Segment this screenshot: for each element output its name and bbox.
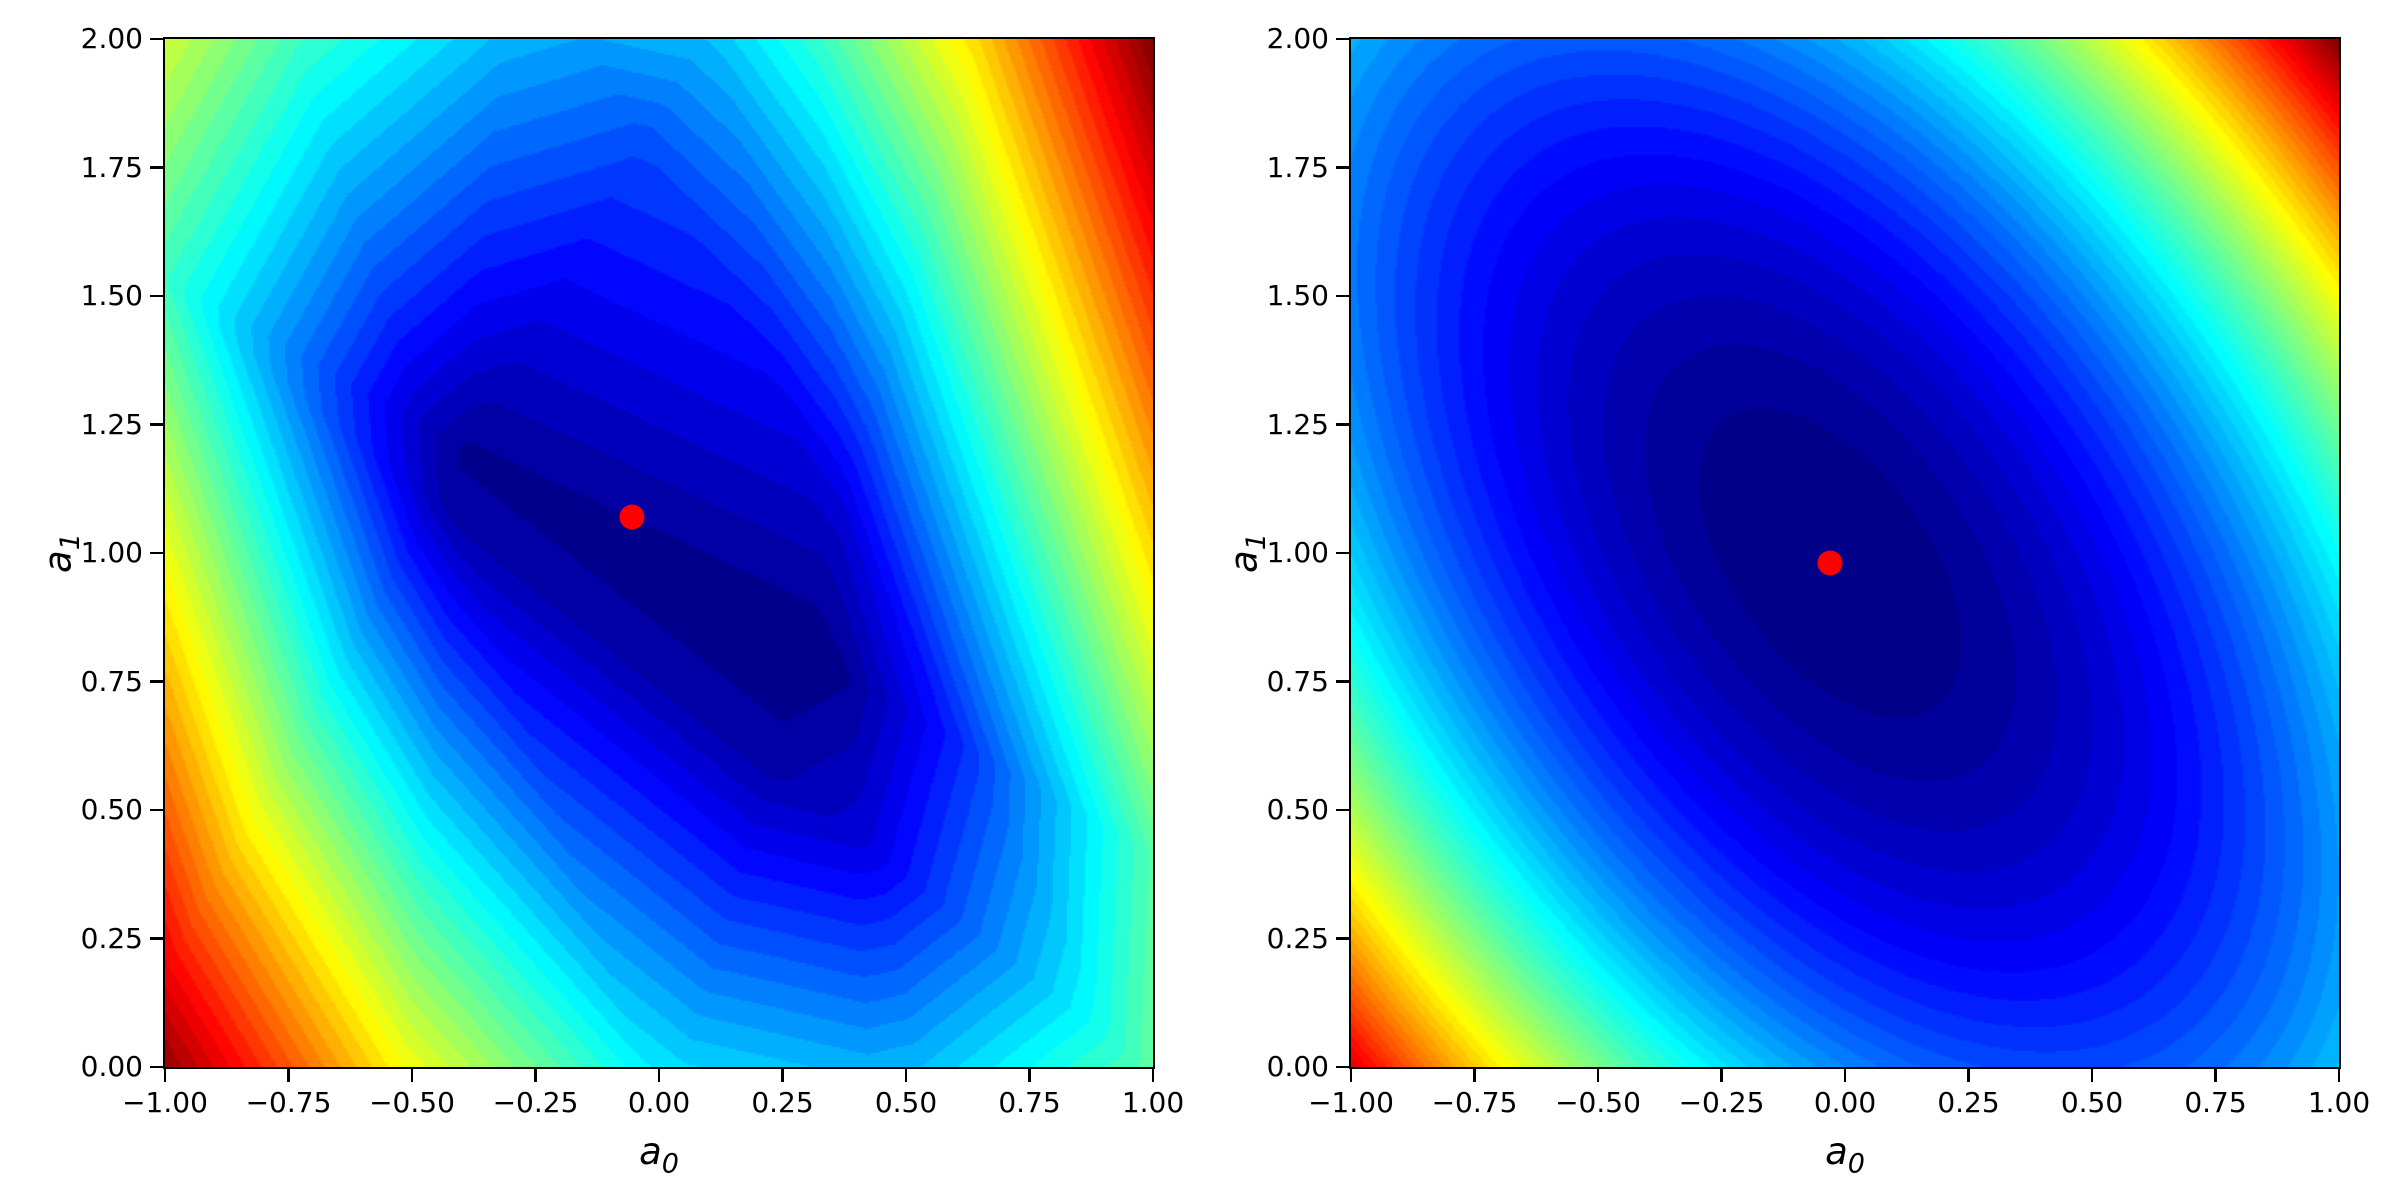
x-tick-label: −0.50 <box>1555 1086 1641 1119</box>
y-tick-mark <box>150 808 163 812</box>
y-tick-mark <box>1336 680 1349 683</box>
x-tick-label: 0.00 <box>627 1086 691 1119</box>
y-tick-mark <box>150 166 163 169</box>
y-tick-mark <box>150 937 163 940</box>
y-tick-label: 1.75 <box>80 150 143 184</box>
x-tick-mark <box>1843 1069 1847 1082</box>
x-tick-mark <box>2337 1069 2341 1082</box>
y-tick-mark <box>1336 808 1349 812</box>
y-tick-mark <box>150 551 163 555</box>
x-axis-label-left: a0 <box>639 1130 679 1180</box>
minimum-marker-left <box>619 504 645 530</box>
y-tick-label: 2.00 <box>80 22 143 55</box>
y-tick-mark <box>150 1065 163 1069</box>
x-tick-label: −0.50 <box>369 1086 455 1119</box>
y-tick-mark <box>1336 294 1349 298</box>
minimum-marker-right <box>1817 550 1843 576</box>
x-tick-label: 0.50 <box>874 1086 938 1119</box>
y-axis-label-left: a1 <box>36 533 86 573</box>
x-axis-label-right: a0 <box>1825 1130 1865 1180</box>
x-tick-label: 0.00 <box>1813 1086 1877 1119</box>
subplot-l2-loss: −1.00 −0.75 −0.50 −0.25 0.00 0.25 0.50 0.75 1.00… <box>1223 25 2371 1178</box>
y-tick-label: 0.50 <box>80 793 143 826</box>
y-tick-mark <box>1336 423 1349 426</box>
y-tick-label: 0.00 <box>1266 1050 1329 1083</box>
y-tick-mark <box>1336 937 1349 940</box>
x-tick-mark <box>1349 1069 1353 1082</box>
y-tick-mark <box>150 680 163 683</box>
x-tick-mark <box>287 1069 290 1082</box>
x-tick-label: 0.75 <box>2184 1086 2247 1119</box>
y-tick-label: 0.00 <box>80 1050 143 1083</box>
x-tick-mark <box>904 1069 908 1082</box>
x-tick-label: 1.00 <box>2307 1086 2371 1119</box>
y-tick-label: 1.25 <box>1266 407 1329 441</box>
y-tick-label: 1.00 <box>80 536 143 569</box>
subplot-l1-loss: −1.00 −0.75 −0.50 −0.25 0.00 0.25 0.50 0.75 1.00… <box>37 25 1185 1178</box>
y-tick-label: 1.00 <box>1266 536 1329 569</box>
y-tick-label: 1.25 <box>80 407 143 441</box>
x-tick-mark <box>657 1069 661 1082</box>
y-tick-label: 0.75 <box>80 664 143 698</box>
x-tick-label: −1.00 <box>1308 1086 1394 1119</box>
x-tick-mark <box>2090 1069 2094 1082</box>
y-tick-mark <box>1336 1065 1349 1069</box>
x-tick-label: −0.75 <box>1431 1086 1518 1119</box>
y-tick-mark <box>150 294 163 298</box>
x-tick-label: −0.75 <box>245 1086 332 1119</box>
x-tick-mark <box>410 1069 414 1082</box>
y-tick-mark <box>1336 551 1349 555</box>
x-tick-mark <box>534 1069 537 1082</box>
y-tick-label: 1.50 <box>1266 279 1329 312</box>
y-tick-mark <box>150 423 163 426</box>
x-tick-mark <box>1151 1069 1155 1082</box>
y-tick-label: 1.50 <box>80 279 143 312</box>
contour-canvas-right <box>1351 39 2339 1067</box>
x-tick-mark <box>1720 1069 1723 1082</box>
x-tick-label: −0.25 <box>492 1086 579 1119</box>
x-tick-label: −0.25 <box>1678 1086 1765 1119</box>
y-tick-mark <box>150 37 163 41</box>
x-tick-label: 0.25 <box>1937 1086 2000 1119</box>
y-tick-label: 1.75 <box>1266 150 1329 184</box>
y-tick-label: 0.25 <box>1266 921 1329 955</box>
y-tick-label: 0.75 <box>1266 664 1329 698</box>
x-tick-mark <box>1967 1069 1970 1082</box>
x-tick-label: −1.00 <box>122 1086 208 1119</box>
x-tick-label: 0.50 <box>2060 1086 2124 1119</box>
y-tick-label: 0.50 <box>1266 793 1329 826</box>
y-axis-label-right: a1 <box>1222 533 1272 573</box>
contour-canvas-left <box>165 39 1153 1067</box>
x-tick-mark <box>1028 1069 1031 1082</box>
y-tick-mark <box>1336 37 1349 41</box>
x-tick-mark <box>1473 1069 1476 1082</box>
y-tick-mark <box>1336 166 1349 169</box>
x-tick-mark <box>163 1069 167 1082</box>
y-tick-label: 0.25 <box>80 921 143 955</box>
x-tick-mark <box>781 1069 784 1082</box>
x-tick-label: 1.00 <box>1121 1086 1185 1119</box>
x-tick-mark <box>2214 1069 2217 1082</box>
x-tick-mark <box>1596 1069 1600 1082</box>
x-tick-label: 0.25 <box>751 1086 814 1119</box>
y-tick-label: 2.00 <box>1266 22 1329 55</box>
x-tick-label: 0.75 <box>998 1086 1061 1119</box>
